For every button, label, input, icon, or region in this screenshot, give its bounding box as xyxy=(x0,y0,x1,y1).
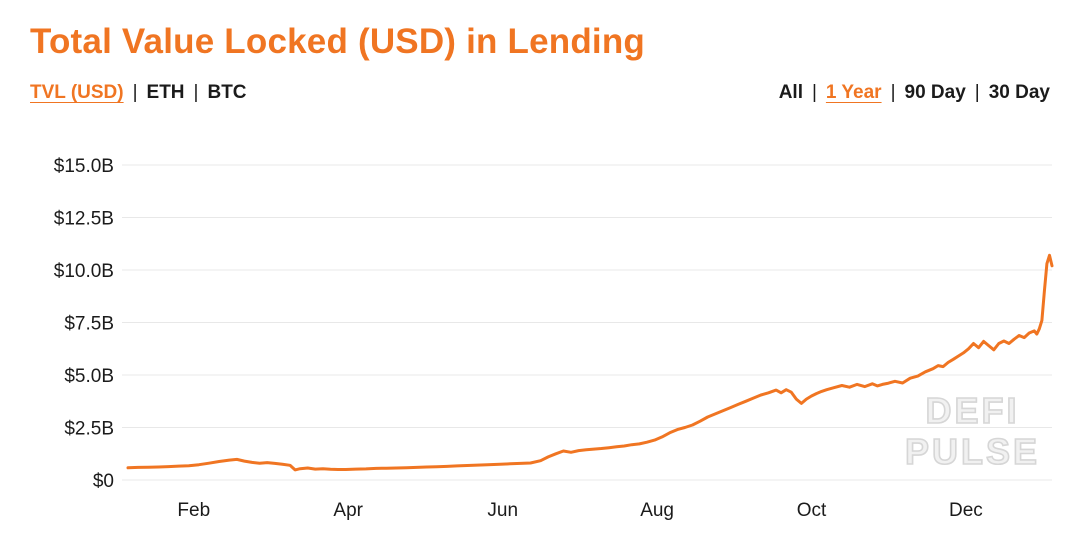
range-tabs: All | 1 Year | 90 Day | 30 Day xyxy=(779,82,1050,104)
tab-separator: | xyxy=(132,82,138,103)
x-axis-label: Aug xyxy=(640,500,674,521)
y-axis-label: $7.5B xyxy=(64,314,114,335)
y-axis-label: $15.0B xyxy=(54,156,114,177)
tab-separator: | xyxy=(890,82,896,103)
y-axis-label: $10.0B xyxy=(54,261,114,282)
tab-btc[interactable]: BTC xyxy=(207,82,247,103)
tvl-line[interactable] xyxy=(126,253,1054,472)
tab-separator: | xyxy=(811,82,817,103)
y-axis-label: $2.5B xyxy=(64,419,114,440)
x-axis-label: Apr xyxy=(333,500,363,521)
chart-area: $0 $2.5B $5.0B $7.5B $10.0B $12.5B $15.0B Feb Ap… xyxy=(0,138,1080,546)
tab-eth[interactable]: ETH xyxy=(146,82,185,103)
tab-tvl-usd[interactable]: TVL (USD) xyxy=(30,82,124,103)
chart-controls: TVL (USD) | ETH | BTC All | 1 Year | 90 Day | 30 D… xyxy=(30,82,1050,104)
x-axis-label: Feb xyxy=(177,500,210,521)
x-axis-label: Dec xyxy=(949,500,983,521)
metric-tabs: TVL (USD) | ETH | BTC xyxy=(30,82,247,104)
x-axis-label: Jun xyxy=(487,500,518,521)
y-axis-label: $12.5B xyxy=(54,209,114,230)
tab-separator: | xyxy=(974,82,980,103)
tab-all[interactable]: All xyxy=(778,82,803,103)
page-title: Total Value Locked (USD) in Lending xyxy=(30,22,646,61)
tab-30-day[interactable]: 30 Day xyxy=(988,82,1050,103)
y-axis-label: $0 xyxy=(93,471,114,492)
tab-separator: | xyxy=(193,82,199,103)
y-axis-label: $5.0B xyxy=(64,366,114,387)
tab-90-day[interactable]: 90 Day xyxy=(904,82,966,103)
x-axis-label: Oct xyxy=(797,500,827,521)
tvl-chart[interactable]: $0 $2.5B $5.0B $7.5B $10.0B $12.5B $15.0B Feb Ap… xyxy=(0,138,1080,546)
tab-1-year[interactable]: 1 Year xyxy=(825,82,882,103)
